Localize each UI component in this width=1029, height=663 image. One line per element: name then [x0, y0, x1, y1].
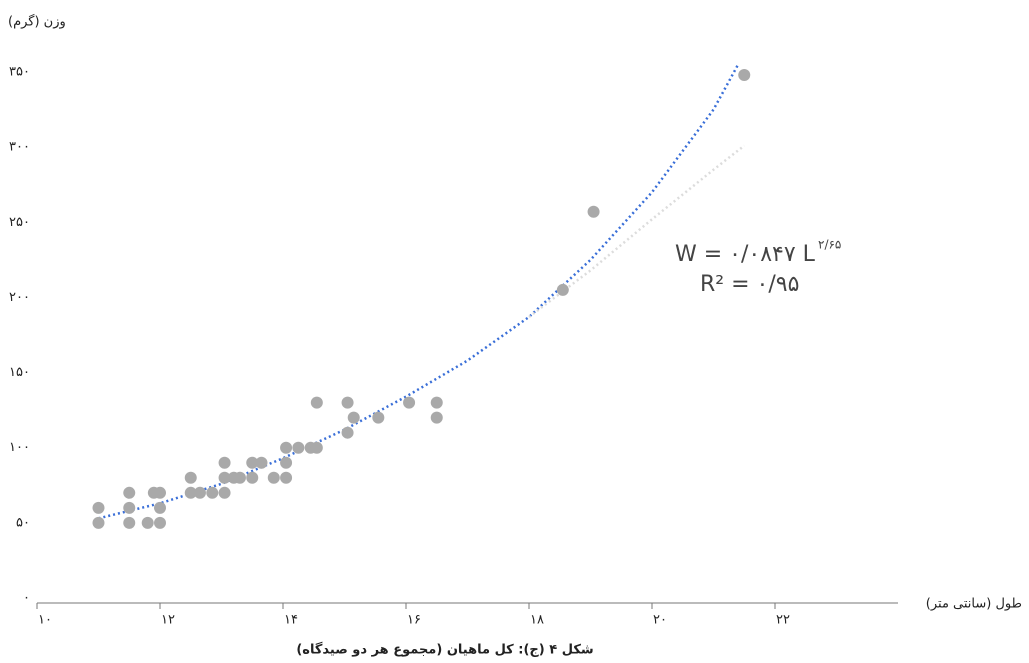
data-point: [218, 471, 231, 484]
y-tick-label: ۵۰: [16, 515, 30, 530]
data-point: [246, 456, 259, 469]
y-tick-label: ۰: [23, 591, 30, 606]
data-point: [403, 396, 416, 409]
trend-line: [528, 144, 746, 318]
data-point: [341, 396, 354, 409]
data-point: [556, 283, 569, 296]
data-point: [310, 441, 323, 454]
data-point: [310, 396, 323, 409]
y-axis-label: وزن (گرم): [8, 14, 66, 30]
y-tick-label: ۱۵۰: [9, 365, 30, 380]
data-point: [738, 69, 751, 82]
y-tick-label: ۳۵۰: [9, 65, 30, 80]
x-tick-label: ۱۶: [407, 613, 421, 628]
y-tick-label: ۱۰۰: [9, 440, 30, 455]
data-point: [280, 441, 293, 454]
x-tick-label: ۲۰: [653, 613, 667, 628]
data-point: [233, 471, 246, 484]
data-point: [92, 516, 105, 529]
data-point: [193, 486, 206, 499]
data-point: [218, 456, 231, 469]
trend-line: [98, 63, 740, 520]
y-tick-label: ۳۰۰: [9, 140, 30, 155]
data-point: [184, 471, 197, 484]
data-point: [218, 486, 231, 499]
data-point: [430, 411, 443, 424]
x-tick-label: ۱۰: [38, 613, 52, 628]
y-tick-label: ۲۵۰: [9, 215, 30, 230]
data-point: [280, 471, 293, 484]
data-point: [141, 516, 154, 529]
data-point: [206, 486, 219, 499]
data-point: [430, 396, 443, 409]
data-point: [587, 205, 600, 218]
data-point: [341, 426, 354, 439]
data-point: [154, 501, 166, 514]
y-tick-label: ۲۰۰: [9, 290, 30, 305]
data-point: [154, 516, 166, 529]
data-point: [184, 486, 197, 499]
data-point: [267, 471, 280, 484]
data-point: [347, 411, 360, 424]
r-squared: R² = ۰/۹۵: [700, 272, 799, 297]
data-point: [154, 486, 166, 499]
x-tick-label: ۱۴: [284, 613, 298, 628]
data-point: [123, 516, 136, 529]
equation-exponent: ۲/۶۵: [818, 238, 841, 252]
data-point: [92, 501, 105, 514]
x-axis-label: طول (سانتی متر): [926, 597, 1022, 612]
equation: W = ۰/۰۸۴۷ L: [675, 242, 816, 267]
data-point: [123, 486, 136, 499]
data-point: [372, 411, 385, 424]
x-tick-label: ۱۸: [530, 613, 544, 628]
x-tick-label: ۲۲: [776, 613, 790, 628]
caption: شکل ۴ (ج): کل ماهیان (مجموع هر دو صیدگاه…: [296, 642, 593, 658]
data-point: [255, 456, 268, 469]
data-point: [292, 441, 305, 454]
x-tick-label: ۱۲: [161, 613, 175, 628]
data-point: [123, 501, 136, 514]
data-point: [246, 471, 259, 484]
data-point: [280, 456, 293, 469]
